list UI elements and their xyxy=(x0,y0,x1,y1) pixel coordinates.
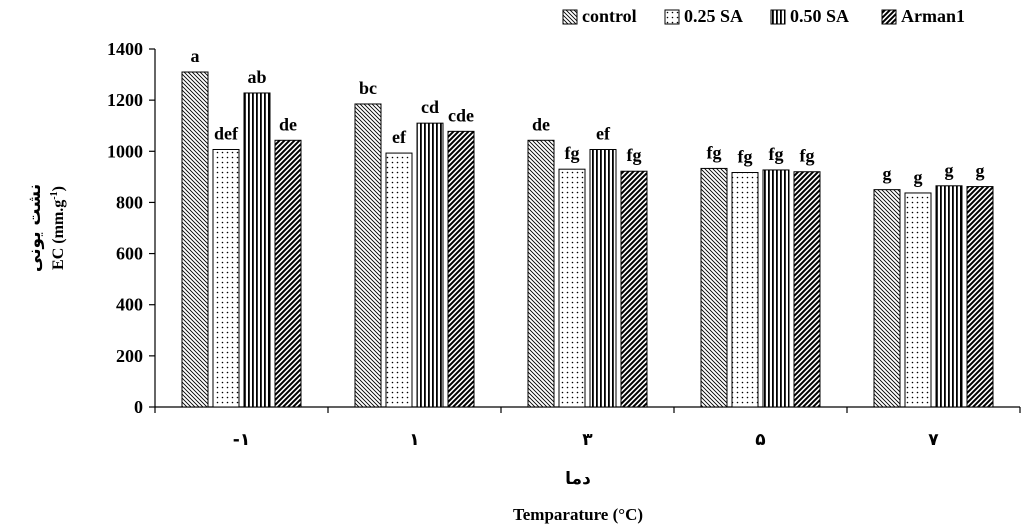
significance-letter: g xyxy=(883,164,892,184)
legend-swatch xyxy=(771,10,785,24)
x-tick-label: ۷ xyxy=(928,430,939,450)
bar-arman1 xyxy=(794,172,820,407)
legend-swatch xyxy=(882,10,896,24)
bar-control xyxy=(874,190,900,407)
y-tick-label: 200 xyxy=(116,346,143,366)
bar-arman1 xyxy=(967,187,993,407)
significance-letter: g xyxy=(976,161,985,181)
significance-letter: fg xyxy=(627,145,642,165)
y-tick-label: 1000 xyxy=(107,141,143,161)
y-axis: 0 200 400 600 800 1000 1200 1400 xyxy=(107,39,155,417)
bar-0-50-sa xyxy=(763,170,789,407)
bar-0-50-sa xyxy=(936,186,962,407)
x-tick-label: -۱ xyxy=(233,430,250,450)
significance-letter: de xyxy=(279,114,297,134)
legend-label: Arman1 xyxy=(901,6,965,26)
bar-0-25-sa xyxy=(559,169,585,407)
y-tick-label: 0 xyxy=(134,397,143,417)
significance-letter: ef xyxy=(392,127,407,147)
legend-label: 0.25 SA xyxy=(684,6,743,26)
legend-label: control xyxy=(582,6,637,26)
y-tick-label: 1400 xyxy=(107,39,143,59)
significance-letter: g xyxy=(914,167,923,187)
y-axis-title: نشت یونی EC (mm.g-1) xyxy=(25,184,67,272)
y-tick-label: 800 xyxy=(116,192,143,212)
bar-0-25-sa xyxy=(213,149,239,407)
bar-0-25-sa xyxy=(732,173,758,407)
significance-letter: fg xyxy=(738,147,753,167)
bar-0-25-sa xyxy=(905,193,931,407)
bar-0-50-sa xyxy=(590,149,616,407)
x-axis-title-fa: دما xyxy=(565,469,591,489)
significance-letter: fg xyxy=(800,146,815,166)
x-tick-label: ۳ xyxy=(582,430,593,450)
bar-control xyxy=(701,168,727,407)
legend-swatch xyxy=(665,10,679,24)
bar-0-50-sa xyxy=(417,123,443,407)
significance-letter: fg xyxy=(707,142,722,162)
y-tick-label: 400 xyxy=(116,295,143,315)
significance-letter: ab xyxy=(247,67,266,87)
bar-arman1 xyxy=(448,131,474,407)
legend-swatch xyxy=(563,10,577,24)
bar-control xyxy=(182,72,208,407)
significance-letter: bc xyxy=(359,78,377,98)
bar-control xyxy=(355,104,381,407)
significance-letter: fg xyxy=(769,144,784,164)
significance-letter: a xyxy=(191,46,200,66)
legend-label: 0.50 SA xyxy=(790,6,849,26)
bar-0-50-sa xyxy=(244,93,270,407)
x-tick-label: ۱ xyxy=(409,430,419,450)
x-axis-title-en: Temparature (°C) xyxy=(513,505,643,524)
y-axis-title-en: EC (mm.g-1) xyxy=(49,186,67,270)
significance-letter: g xyxy=(945,160,954,180)
bar-arman1 xyxy=(621,171,647,407)
x-tick-label: ۵ xyxy=(755,430,765,450)
significance-letter: cd xyxy=(421,97,439,117)
bar-control xyxy=(528,140,554,407)
bar-0-25-sa xyxy=(386,153,412,407)
significance-letter: fg xyxy=(565,143,580,163)
x-axis: -۱ ۱ ۳ ۵ ۷ xyxy=(155,407,1020,450)
bar-arman1 xyxy=(275,140,301,407)
significance-letter: def xyxy=(214,123,239,143)
legend: control 0.25 SA 0.50 SA Arman1 xyxy=(563,6,965,26)
significance-letter: ef xyxy=(596,123,611,143)
y-tick-label: 600 xyxy=(116,244,143,264)
y-tick-label: 1200 xyxy=(107,90,143,110)
significance-letter: de xyxy=(532,114,550,134)
significance-letter: cde xyxy=(448,105,474,125)
y-axis-title-fa: نشت یونی xyxy=(25,184,45,272)
bars xyxy=(182,72,993,407)
